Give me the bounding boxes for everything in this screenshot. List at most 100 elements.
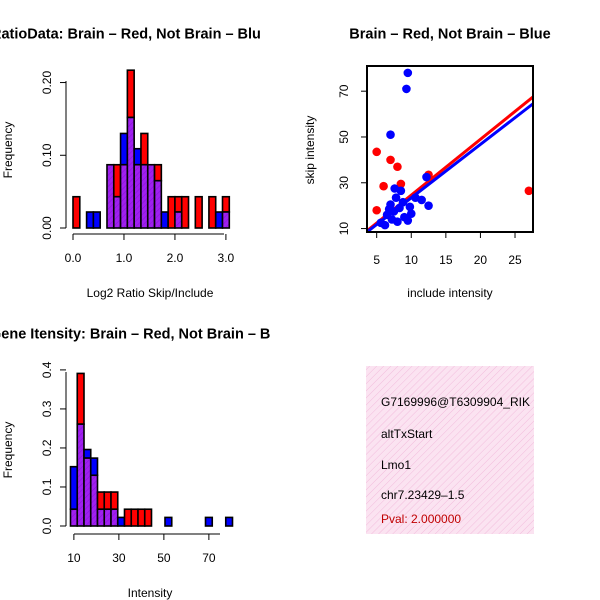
not-brain-bar-2 [85,211,95,229]
scatter-x-label: include intensity [407,286,492,300]
scatter-plot-frame [366,65,534,233]
not-brain-bar-23 [224,516,234,527]
intensity-histogram: Gene Itensity: Brain – Red, Not Brain – … [0,327,270,600]
not-brain-point-8 [376,218,386,228]
y-tick-label: 0.00 [40,216,54,240]
ratio-histogram: RatioData: Brain – Red, Not Brain – Blu … [0,27,261,301]
brain-bar-0 [72,195,81,229]
x-tick-label: 30 [112,551,126,565]
brain-bar-18 [194,195,203,229]
scatter-title: Brain – Red, Not Brain – Blue [349,27,550,43]
brain-bar-8 [126,69,135,119]
info-gene: Lmo1 [381,458,411,472]
scatter-x-ticks: 5 10 15 20 25 [373,232,522,267]
brain-bar-20 [208,195,217,229]
not-brain-point-13 [391,193,401,202]
not-brain-point-21 [382,210,392,220]
not-brain-point-18 [406,209,416,218]
info-id: G7169996@T6309904_RIK [381,395,530,409]
intensity-x-ticks: 10 30 50 70 [67,534,216,565]
brain-point-3 [386,155,395,165]
not-brain-bar-0 [69,465,79,511]
y-tick-label: 30 [337,176,351,190]
overlap-bar-15 [174,211,183,229]
intensity-x-label: Intensity [128,586,173,600]
overlap-bar-9 [133,163,142,229]
not-brain-bar-7 [119,132,129,166]
not-brain-bar-3 [92,211,101,229]
scatter-points [372,68,533,230]
y-tick-label: 0.2 [40,439,54,456]
ratio-histogram-title: RatioData: Brain – Red, Not Brain – Blu [0,27,261,43]
overlap-bar-12 [153,179,163,229]
not-brain-bar-14 [164,516,173,527]
not-brain-point-16 [398,197,408,207]
overlap-bar-5 [103,508,112,527]
brain-point-0 [372,147,381,157]
x-tick-label: 25 [508,253,522,267]
not-brain-point-15 [390,184,399,193]
brain-bar-10 [140,132,149,166]
x-tick-label: 2.0 [167,251,184,265]
intensity-histogram-title: Gene Itensity: Brain – Red, Not Brain – … [0,327,270,343]
brain-bar-6 [112,163,122,198]
y-tick-label: 70 [337,84,351,98]
overlap-bar-22 [221,211,231,229]
brain-bar-22 [221,195,231,213]
x-tick-label: 50 [157,551,171,565]
x-tick-label: 0.0 [65,251,82,265]
not-brain-bar-20 [204,516,214,527]
not-brain-bar-3 [89,457,99,477]
y-tick-label: 10 [337,222,351,236]
not-brain-point-1 [402,84,411,94]
not-brain-bar-13 [160,211,169,229]
y-tick-label: 50 [337,130,351,144]
brain-bar-5 [103,491,112,511]
not-brain-point-17 [403,216,413,225]
info-panel: G7169996@T6309904_RIK altTxStart Lmo1 ch… [366,366,534,534]
scatter-y-label: skip intensity [303,116,317,185]
not-brain-point-3 [422,172,431,182]
ratio-y-ticks: 0.00 0.10 0.20 [40,71,66,240]
y-tick-label: 0.1 [40,478,54,495]
not-brain-point-2 [386,130,395,139]
ratio-histogram-bars [72,69,231,229]
ratio-x-label: Log2 Ratio Skip/Include [87,286,214,300]
brain-bar-9 [130,508,139,527]
not-brain-bar-21 [214,211,224,229]
y-tick-label: 0.20 [40,71,54,95]
not-brain-point-23 [405,202,415,212]
overlap-bar-6 [112,195,122,229]
brain-bar-14 [167,195,176,229]
x-tick-label: 3.0 [218,251,235,265]
brain-bar-10 [137,508,146,527]
y-tick-label: 0.4 [40,361,54,378]
brain-bar-11 [143,508,153,527]
x-tick-label: 15 [439,253,453,267]
brain-bar-15 [174,195,183,213]
brain-point-7 [524,186,533,196]
not-brain-point-0 [403,68,413,78]
info-pval: Pval: 2.000000 [381,512,461,526]
overlap-bar-6 [110,508,119,527]
brain-bar-1 [76,372,85,425]
brain-point-4 [393,162,402,172]
x-tick-label: 70 [202,551,216,565]
scatter-y-ticks: 10 30 50 70 [337,84,367,235]
overlap-bar-2 [83,457,92,527]
overlap-bar-7 [119,163,129,229]
y-tick-label: 0.10 [40,143,54,167]
overlap-bar-11 [146,163,156,229]
y-tick-label: 0.0 [40,517,54,534]
info-location: chr7.23429–1.5 [381,488,465,502]
overlap-bar-5 [106,163,115,229]
ratio-y-label: Frequency [1,122,15,179]
not-brain-point-20 [411,193,420,202]
brain-point-2 [379,181,388,191]
brain-point-5 [396,179,406,189]
intensity-y-ticks: 0.0 0.1 0.2 0.3 0.4 [40,361,66,534]
not-brain-bar-7 [116,516,126,527]
x-tick-label: 1.0 [116,251,133,265]
intensity-histogram-bars [69,372,234,527]
info-event-type: altTxStart [381,427,433,441]
